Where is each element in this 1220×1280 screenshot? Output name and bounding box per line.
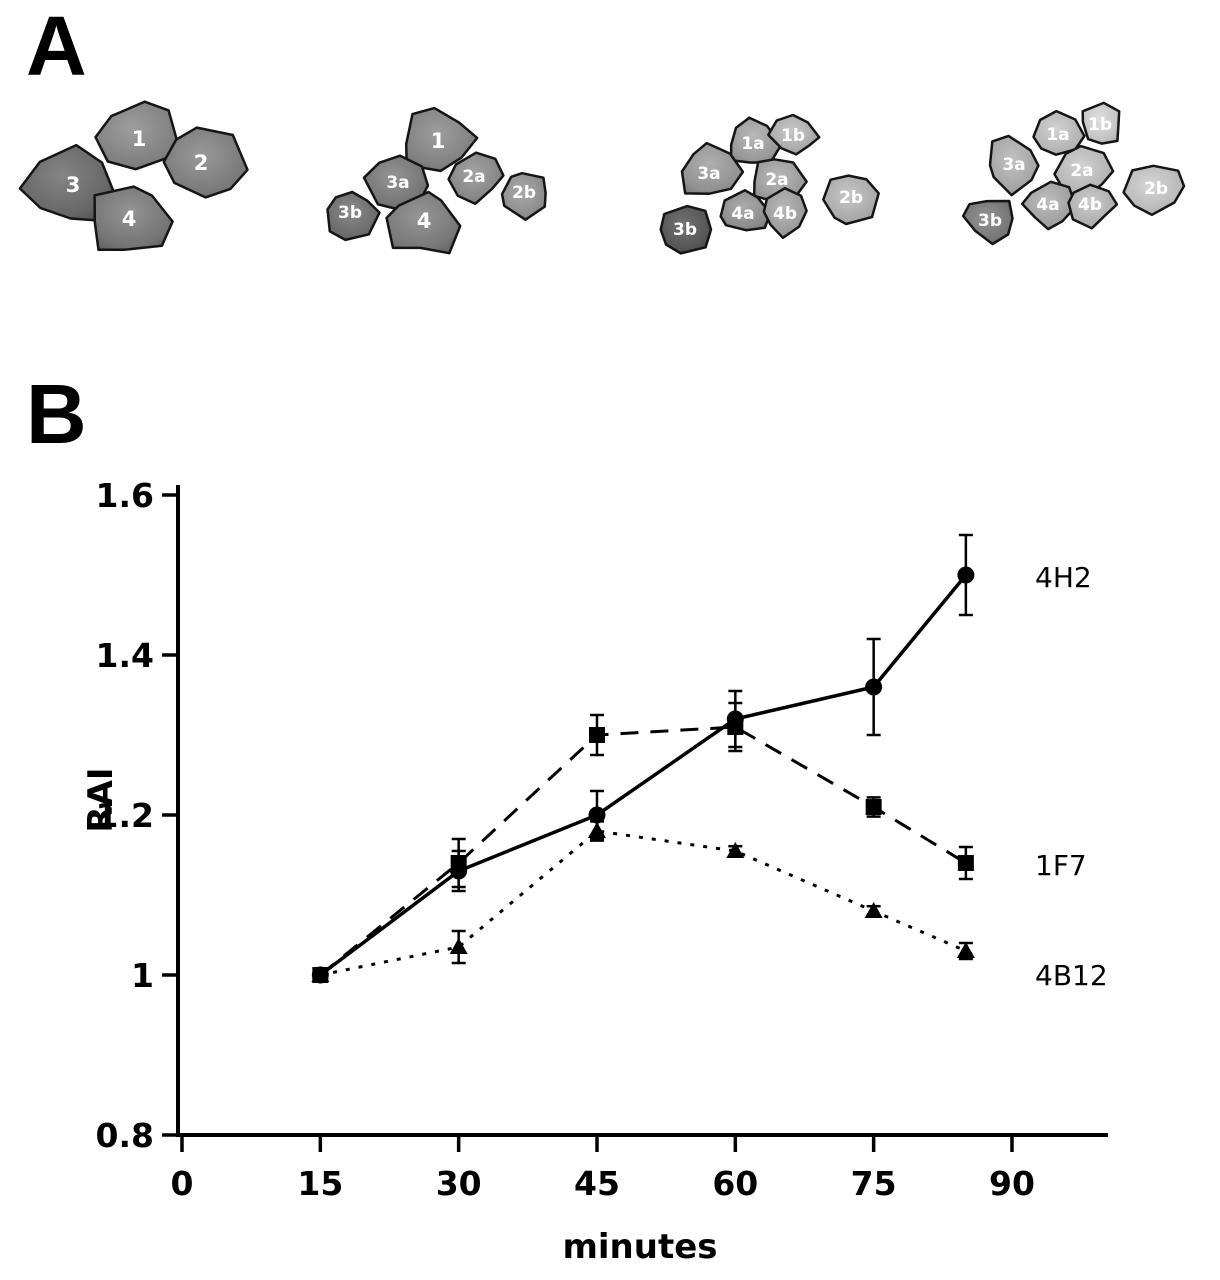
y-tick-label: 0.8 xyxy=(96,1116,154,1155)
cell-2 xyxy=(162,126,249,199)
cell-image-2: 1 3a 3b 4 2a 2b xyxy=(326,106,547,255)
marker-triangle xyxy=(864,902,883,918)
x-axis-title: minutes xyxy=(562,1227,717,1267)
cell-1b xyxy=(767,113,821,156)
cell-3a xyxy=(988,134,1040,197)
cell-label-4a: 4a xyxy=(731,204,754,224)
cell-label-3b: 3b xyxy=(673,220,697,240)
marker-square xyxy=(588,727,605,743)
panel-a-label: A xyxy=(26,0,87,93)
cell-1 xyxy=(94,100,180,171)
y-tick-label: 1.4 xyxy=(96,636,154,675)
x-tick-label: 45 xyxy=(574,1164,620,1203)
y-tick-label: 1 xyxy=(131,956,154,995)
marker-circle xyxy=(588,806,606,824)
cell-label-4: 4 xyxy=(122,207,137,231)
cell-label-1a: 1a xyxy=(741,134,764,154)
cell-label-2a: 2a xyxy=(765,170,788,190)
cell-label-2a: 2a xyxy=(462,167,485,187)
series-line-1F7 xyxy=(319,725,967,977)
cell-4a xyxy=(1020,180,1078,231)
x-tick-label: 60 xyxy=(712,1164,758,1203)
cell-label-2b: 2b xyxy=(839,188,863,208)
cell-image-3: 1a 1b 3a 2a 4a 4b 2b 3b xyxy=(659,113,880,255)
cell-label-4b: 4b xyxy=(773,204,797,224)
cell-4b xyxy=(1067,183,1119,230)
marker-square xyxy=(727,719,744,735)
cell-label-3a: 3a xyxy=(386,173,409,193)
x-tick-label: 15 xyxy=(297,1164,343,1203)
cell-3b xyxy=(659,204,713,255)
cell-2a xyxy=(447,151,505,206)
cell-2b xyxy=(500,171,547,221)
marker-square xyxy=(865,799,882,815)
cell-label-3a: 3a xyxy=(1002,155,1025,175)
marker-triangle xyxy=(726,842,745,858)
panel-b-label: B xyxy=(26,367,87,461)
cell-4 xyxy=(385,190,462,255)
cell-label-1a: 1a xyxy=(1046,125,1069,145)
cell-1b xyxy=(1081,101,1121,145)
cell-label-3b: 3b xyxy=(338,203,362,223)
series-label-4H2: 4H2 xyxy=(1035,561,1092,594)
cell-4a xyxy=(719,189,772,232)
cell-label-3: 3 xyxy=(66,173,81,197)
x-tick-label: 0 xyxy=(171,1164,194,1203)
cell-3b xyxy=(961,199,1014,246)
cell-label-4b: 4b xyxy=(1078,195,1102,215)
cell-label-3a: 3a xyxy=(697,164,720,184)
x-tick-label: 90 xyxy=(989,1164,1035,1203)
y-tick-label: 1.2 xyxy=(96,796,154,835)
marker-square xyxy=(450,855,467,871)
cell-image-1: 1 2 3 4 xyxy=(18,100,249,252)
cell-label-1: 1 xyxy=(132,127,147,151)
cell-label-3b: 3b xyxy=(978,211,1002,231)
marker-circle xyxy=(957,566,975,584)
cell-label-2a: 2a xyxy=(1070,161,1093,181)
cell-label-1b: 1b xyxy=(781,126,805,146)
cell-2b xyxy=(822,174,880,226)
cell-label-2b: 2b xyxy=(512,183,536,203)
marker-triangle xyxy=(311,966,330,982)
cell-label-2: 2 xyxy=(194,151,209,175)
cell-label-1: 1 xyxy=(431,129,446,153)
y-axis-title: RAI xyxy=(81,767,121,832)
x-tick-label: 75 xyxy=(851,1164,897,1203)
series-label-4B12: 4B12 xyxy=(1035,959,1108,992)
y-tick-label: 1.6 xyxy=(96,476,154,515)
cell-4b xyxy=(762,186,808,240)
x-tick-label: 30 xyxy=(436,1164,482,1203)
cell-4 xyxy=(93,185,174,252)
series-line-4H2 xyxy=(319,573,968,977)
marker-circle xyxy=(865,678,883,696)
marker-triangle xyxy=(587,822,606,838)
cell-1 xyxy=(404,106,479,173)
cell-3b xyxy=(326,190,381,242)
cell-label-1b: 1b xyxy=(1088,115,1112,135)
cell-image-4: 1a 1b 3a 2a 4a 4b 2b 3b xyxy=(961,101,1186,246)
cell-3a xyxy=(680,141,745,195)
marker-square xyxy=(957,855,974,871)
cell-label-4a: 4a xyxy=(1036,195,1059,215)
series-label-1F7: 1F7 xyxy=(1035,849,1087,882)
cell-2b xyxy=(1122,164,1186,217)
marker-triangle xyxy=(956,942,975,958)
series-line-4B12 xyxy=(320,829,967,977)
rai-line-chart: 0.8 1 1.2 1.4 1.6 0 15 30 45 60 75 90 RAI minutes 4H2 1… xyxy=(81,476,1108,1267)
marker-triangle xyxy=(449,938,468,954)
cell-label-4: 4 xyxy=(417,209,432,233)
cell-label-2b: 2b xyxy=(1144,179,1168,199)
